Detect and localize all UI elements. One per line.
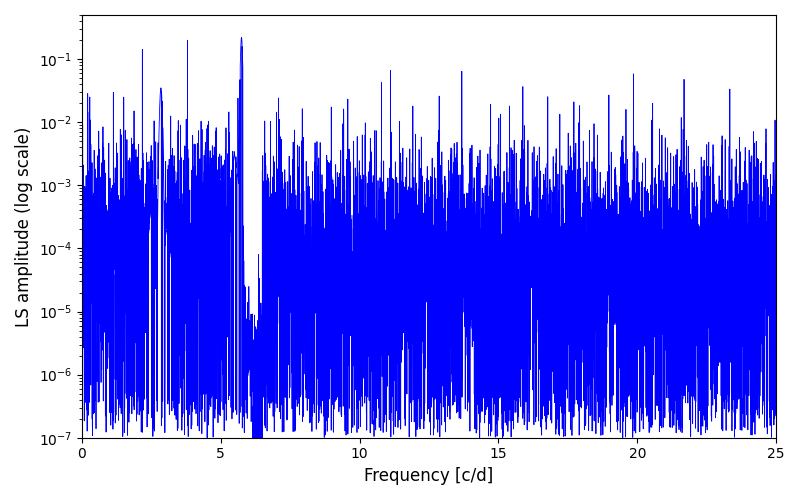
X-axis label: Frequency [c/d]: Frequency [c/d] bbox=[364, 467, 494, 485]
Y-axis label: LS amplitude (log scale): LS amplitude (log scale) bbox=[15, 126, 33, 326]
